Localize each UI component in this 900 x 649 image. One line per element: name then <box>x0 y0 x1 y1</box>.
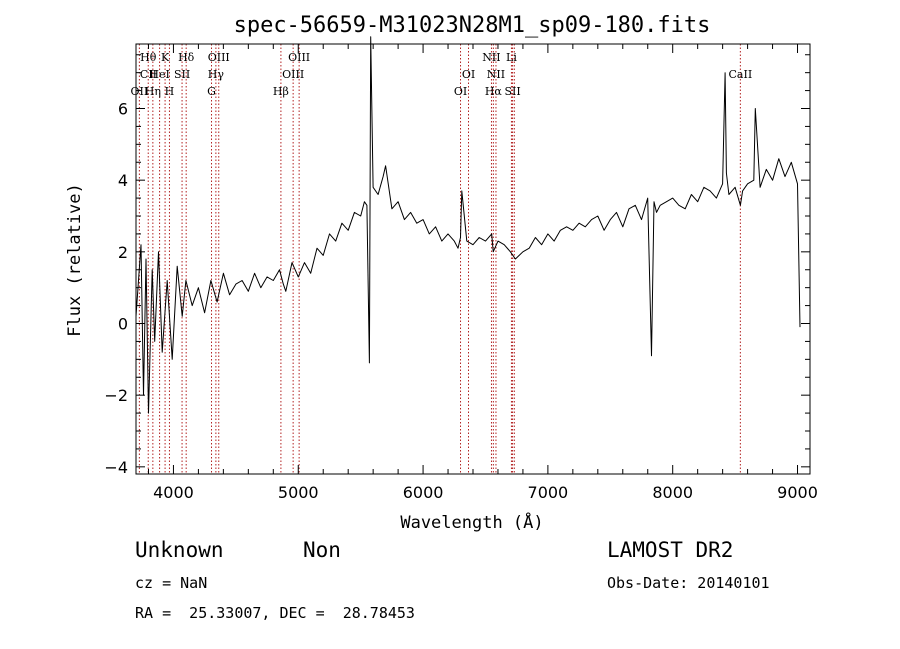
spectral-line-label: OIII <box>208 51 230 64</box>
spectral-line-label: SII <box>504 85 520 98</box>
redshift-value: cz = NaN <box>135 574 208 592</box>
spectral-line-label: H <box>165 85 175 98</box>
spectral-line-label: Hθ <box>140 51 157 64</box>
y-tick-label: −2 <box>104 386 128 405</box>
y-tick-label: 4 <box>118 171 128 190</box>
x-tick-label: 4000 <box>153 483 194 502</box>
spectral-line-label: NII <box>482 51 500 64</box>
spectral-line-label: OII <box>131 85 149 98</box>
x-tick-label: 7000 <box>528 483 569 502</box>
spectral-line-label: NII <box>487 68 505 81</box>
observation-date: Obs-Date: 20140101 <box>607 574 770 592</box>
spectral-line-label: Hγ <box>208 68 225 81</box>
y-tick-label: −4 <box>104 458 128 477</box>
x-tick-label: 5000 <box>278 483 319 502</box>
spectral-line-label: OIII <box>282 68 304 81</box>
x-tick-label: 8000 <box>652 483 693 502</box>
x-tick-label: 9000 <box>777 483 818 502</box>
line-labels: Hθ CII OII K HeI Hη H SII Hδ OIII Hγ G OIII OIII Hβ OI O… <box>131 51 753 98</box>
spectral-line-label: Hη <box>145 85 161 98</box>
y-tick-label: 2 <box>118 243 128 262</box>
spectral-line-label: HeI <box>149 68 169 81</box>
spectral-line-label: OIII <box>288 51 310 64</box>
spectral-line-label: CaII <box>729 68 753 81</box>
object-class: Unknown <box>135 538 224 562</box>
spectrum-line <box>135 36 801 414</box>
spectral-line-label: OI <box>462 68 475 81</box>
line-markers <box>138 44 741 474</box>
spectral-line-label: OI <box>454 85 467 98</box>
survey-name: LAMOST DR2 <box>607 538 734 562</box>
spectral-line-label: Hβ <box>273 85 289 98</box>
x-axis-label: Wavelength (Å) <box>400 511 543 533</box>
spectral-line-label: Li <box>506 51 517 64</box>
y-tick-label: 0 <box>118 315 128 334</box>
y-tick-label: 6 <box>118 100 128 119</box>
spectral-line-label: CII <box>140 68 157 81</box>
object-subclass: Non <box>303 538 341 562</box>
spectral-line-label: SII <box>174 68 190 81</box>
x-axis-ticks: 4000 5000 6000 7000 8000 9000 <box>147 44 818 502</box>
spectral-line-label: G <box>207 85 216 98</box>
spectrum-series <box>135 36 801 414</box>
coordinates: RA = 25.33007, DEC = 28.78453 <box>135 604 415 622</box>
spectral-line-label: Hδ <box>178 51 195 64</box>
plot-frame <box>135 43 811 475</box>
spectral-line-label: Hα <box>485 85 503 98</box>
x-tick-label: 6000 <box>403 483 444 502</box>
y-axis-label: Flux (relative) <box>65 183 85 337</box>
chart-title: spec-56659-M31023N28M1_sp09-180.fits <box>234 13 711 38</box>
y-axis-ticks: −4 −2 0 2 4 6 <box>104 54 810 477</box>
spectral-line-label: K <box>161 51 170 64</box>
